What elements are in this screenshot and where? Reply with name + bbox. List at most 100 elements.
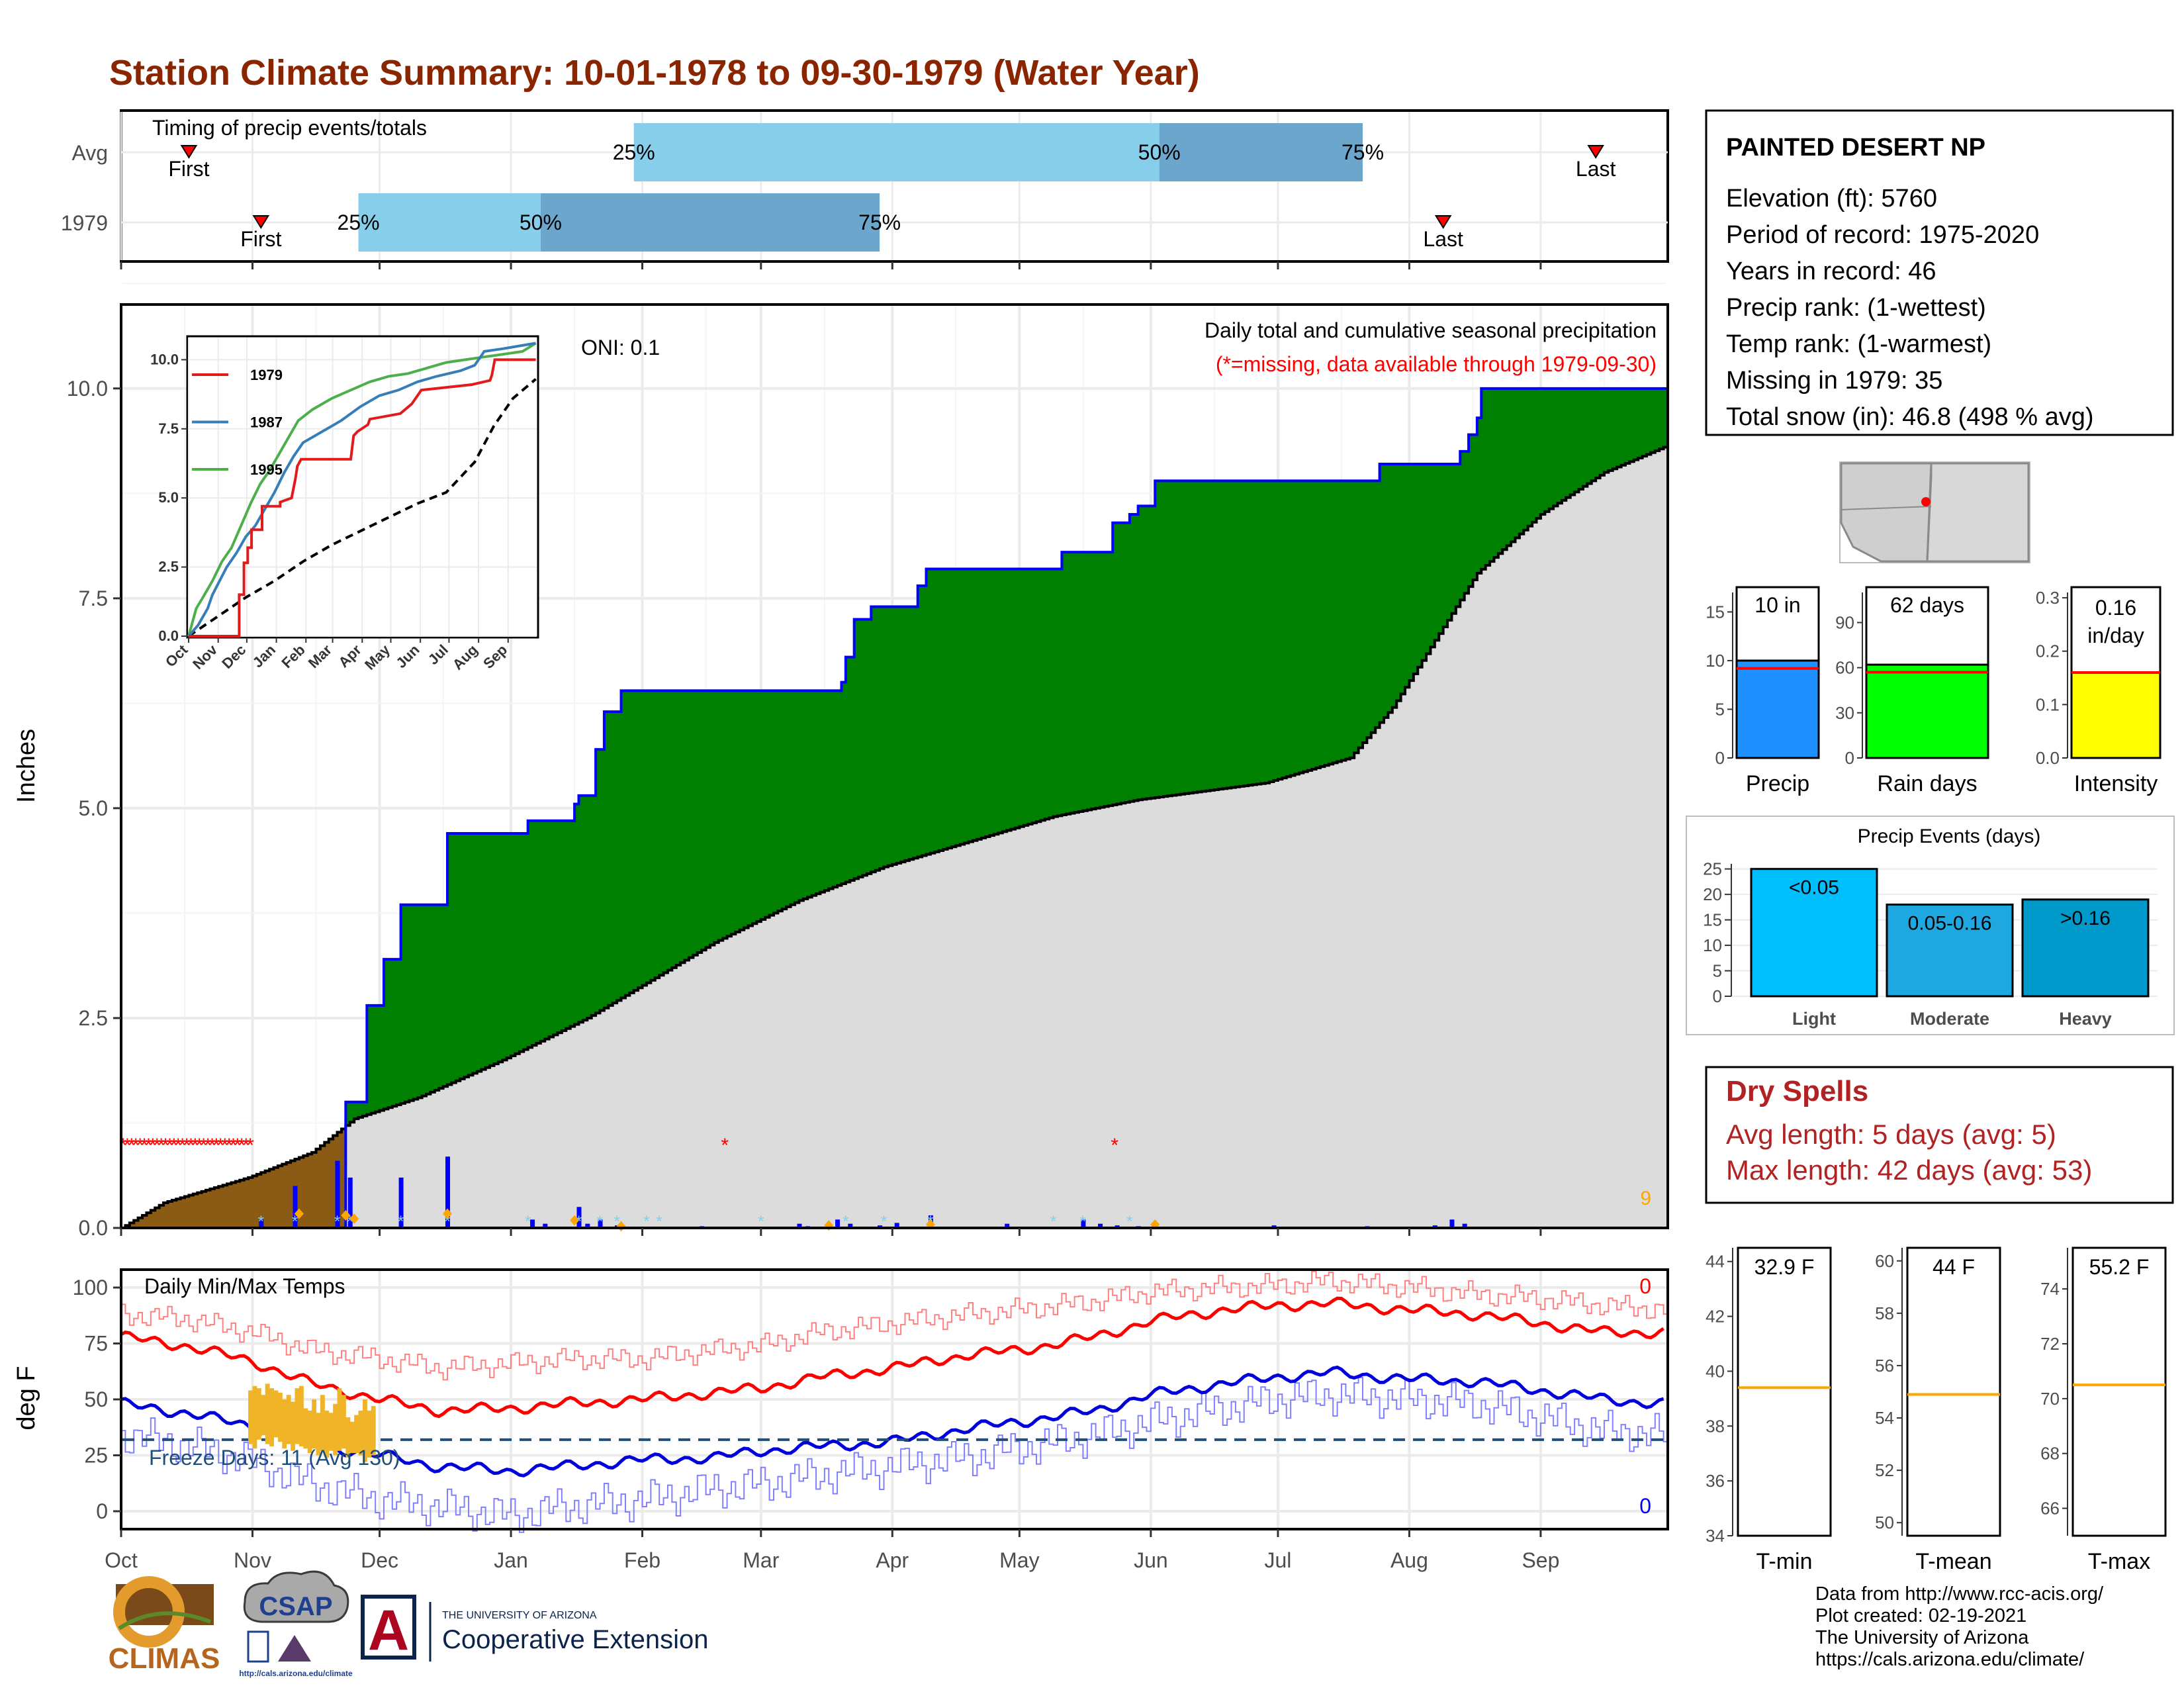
ua-letter: A — [368, 1599, 409, 1662]
daily-precip-bar — [445, 1156, 451, 1228]
inset-avg-line — [187, 378, 537, 637]
snow-marker: * — [444, 1213, 450, 1231]
timing-last-label: Last — [1576, 157, 1616, 181]
daily-precip-bar — [1081, 1219, 1086, 1228]
observed-temp-bar — [349, 1421, 355, 1454]
temp-summary-frame — [1906, 1246, 2001, 1537]
snow-depth-marker — [443, 1208, 453, 1219]
record-max-line — [121, 1270, 1668, 1381]
missing-marker: * — [212, 1135, 220, 1156]
missing-marker: * — [208, 1135, 216, 1156]
events-bar — [1750, 868, 1878, 998]
observed-temp-bar — [371, 1406, 376, 1456]
events-y-tick-label: 0 — [1713, 986, 1722, 1006]
timing-bar-q50-q75 — [1159, 123, 1363, 181]
missing-marker: * — [221, 1135, 229, 1156]
daily-precip-bar — [848, 1223, 853, 1228]
footer-line-data: Data from http://www.rcc-acis.org/ — [1815, 1583, 2104, 1605]
daily-precip-bar — [576, 1207, 582, 1228]
observed-temp-bar — [291, 1401, 296, 1451]
snow-depth-marker — [294, 1208, 304, 1219]
missing-marker: * — [234, 1135, 242, 1156]
max-count-label: 0 — [1639, 1274, 1651, 1298]
temp-summary-y-tick-label: 68 — [2040, 1444, 2060, 1464]
observed-temp-bar — [337, 1388, 342, 1451]
daily-precip-bar — [347, 1177, 353, 1228]
temp-y-tick-label: 50 — [84, 1387, 108, 1411]
temp-summary-y-tick-label: 38 — [1706, 1416, 1725, 1436]
csap-url: http://cals.arizona.edu/climate — [239, 1669, 353, 1678]
intensity-y-tick-label: 0.0 — [2036, 748, 2060, 768]
month-tick-label: Jun — [1134, 1548, 1168, 1572]
ua-bottom-text: Cooperative Extension — [442, 1625, 708, 1654]
temp-lines — [120, 1270, 1668, 1533]
temp-y-tick-label: 100 — [73, 1276, 108, 1299]
temp-summary-category-label: T-min — [1756, 1549, 1813, 1574]
events-bar-label: 0.05-0.16 — [1908, 913, 1992, 935]
daily-precip-bar — [543, 1223, 548, 1228]
rain-days-y-tick-label: 90 — [1835, 612, 1854, 632]
surplus-area — [121, 388, 1668, 1228]
rain-days-category-label: Rain days — [1877, 771, 1977, 796]
timing-last-marker — [1434, 215, 1452, 229]
missing-marker: * — [721, 1135, 729, 1156]
missing-marker: * — [230, 1135, 238, 1156]
snow-marker: * — [597, 1213, 603, 1231]
missing-marker: * — [1111, 1135, 1118, 1156]
missing-marker: * — [136, 1135, 144, 1156]
inset-series-1995 — [187, 342, 537, 637]
observed-temp-bar — [362, 1399, 367, 1462]
precip-corner-count: 9 — [1640, 1188, 1651, 1209]
temp-summary-frame — [1737, 1246, 1832, 1537]
missing-marker: * — [183, 1135, 191, 1156]
daily-precip-bar — [293, 1186, 298, 1228]
missing-marker: * — [246, 1135, 254, 1156]
snow-marker: * — [258, 1213, 264, 1231]
observed-temp-bar — [367, 1410, 372, 1458]
timing-label: Timing of precip events/totals — [152, 116, 427, 140]
month-tick-label: Oct — [105, 1548, 138, 1572]
station-name: PAINTED DESERT NP — [1726, 134, 1985, 162]
temp-y-axis: 0 25 50 75 100 — [73, 1276, 121, 1523]
summary-bar-charts: 0 5 10 15 10 in Precip 0 30 60 90 62 days Rain days… — [1706, 586, 2161, 796]
month-tick-label: Nov — [234, 1548, 271, 1572]
precip-y-tick-label: 15 — [1706, 602, 1725, 622]
events-y-tick-label: 25 — [1703, 859, 1722, 879]
events-bar — [1886, 904, 2014, 998]
temp-summary-y-tick-label: 50 — [1875, 1513, 1894, 1532]
snow-marker: * — [1126, 1213, 1132, 1231]
intensity-category-label: Intensity — [2074, 771, 2158, 796]
intensity-y-tick-label: 0.2 — [2036, 641, 2060, 661]
timing-first-marker — [252, 215, 270, 229]
missing-marker: * — [124, 1135, 132, 1156]
daily-precip-bar — [894, 1223, 899, 1228]
inset-y-tick-label: 0.0 — [158, 628, 179, 644]
avg-cumulative-area — [121, 447, 1668, 1229]
precip-chart-subtitle: (*=missing, data available through 1979-… — [1216, 352, 1657, 376]
temp-summary-category-label: T-mean — [1915, 1549, 1991, 1574]
observed-temp-bar — [333, 1403, 338, 1456]
precip-events-chart: 0 5 10 15 20 25 <0.05 Light 0.05-0.16 Moderate >0.… — [1703, 859, 2158, 1029]
rain-days-value-label: 62 days — [1890, 593, 1964, 617]
missing-marker: * — [174, 1135, 182, 1156]
observed-temp-bar — [354, 1415, 359, 1454]
precip-y-tick-label: 0 — [1715, 748, 1725, 768]
station-info-box: PAINTED DESERT NP Elevation (ft): 5760 P… — [1705, 109, 2174, 436]
timing-first-label: First — [240, 227, 281, 251]
timing-row-label-avg: Avg — [71, 141, 108, 165]
month-tick-label: Aug — [1390, 1548, 1428, 1572]
snow-marker: * — [292, 1213, 298, 1231]
timing-q75-label: 75% — [1342, 140, 1384, 164]
precip-events-title: Precip Events (days) — [1858, 825, 2041, 847]
observed-temp-bar — [345, 1417, 351, 1458]
snow-marker: * — [758, 1213, 764, 1231]
oni-label: ONI: 0.1 — [581, 336, 660, 359]
daily-precip-bar — [1449, 1219, 1455, 1228]
temp-summary-y-tick-label: 56 — [1875, 1356, 1894, 1376]
timing-last-label: Last — [1423, 227, 1463, 251]
map-region-west — [1840, 462, 1933, 563]
observed-temp-bar — [265, 1383, 270, 1444]
temp-y-tick-label: 75 — [84, 1332, 108, 1356]
inset-legend: 1979 1987 1995 — [192, 367, 283, 478]
